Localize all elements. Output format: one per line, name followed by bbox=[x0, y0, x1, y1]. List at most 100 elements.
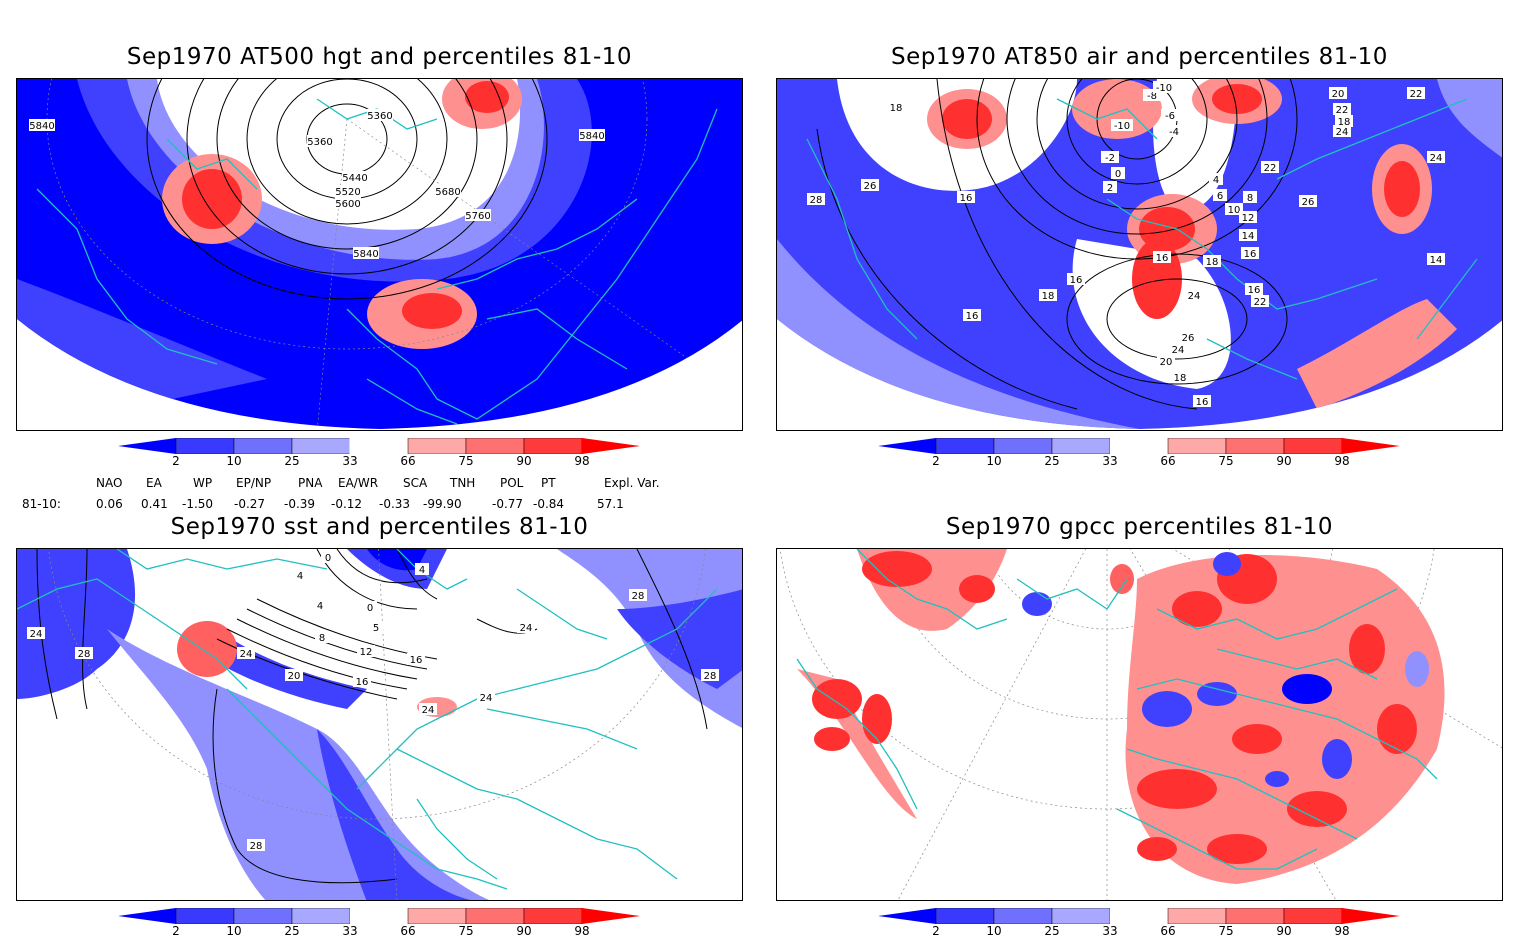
colorbar-label: 98 bbox=[574, 454, 590, 468]
svg-text:16: 16 bbox=[356, 677, 369, 688]
svg-text:5680: 5680 bbox=[435, 187, 460, 198]
contour-label: 5840 bbox=[29, 119, 55, 132]
svg-text:26: 26 bbox=[864, 181, 877, 192]
colorbar-label: 25 bbox=[1044, 454, 1060, 468]
contour-label: 5440 bbox=[342, 171, 368, 184]
svg-text:22: 22 bbox=[1264, 163, 1277, 174]
contour-label: 4 bbox=[313, 599, 327, 612]
svg-text:16: 16 bbox=[1070, 275, 1083, 286]
contour-label: 20 bbox=[1329, 87, 1347, 100]
colorbar-label: 98 bbox=[1334, 454, 1350, 468]
contour-label: 5360 bbox=[307, 135, 333, 148]
svg-text:16: 16 bbox=[960, 193, 973, 204]
svg-text:8: 8 bbox=[319, 633, 325, 644]
contour-label: 12 bbox=[1239, 211, 1257, 224]
contour-label: 28 bbox=[701, 669, 719, 682]
colorbar-label: 75 bbox=[458, 924, 474, 938]
colorbar-label: 90 bbox=[1276, 454, 1292, 468]
contour-label: 16 bbox=[407, 653, 425, 666]
svg-text:28: 28 bbox=[78, 649, 91, 660]
svg-text:24: 24 bbox=[422, 705, 435, 716]
svg-text:5760: 5760 bbox=[465, 211, 490, 222]
contour-label: 5840 bbox=[353, 247, 379, 260]
svg-text:16: 16 bbox=[410, 655, 423, 666]
svg-text:-4: -4 bbox=[1169, 127, 1179, 138]
contour-label: 24 bbox=[27, 627, 45, 640]
svg-text:-6: -6 bbox=[1165, 111, 1175, 122]
svg-text:20: 20 bbox=[1332, 89, 1345, 100]
colorbar-label: 90 bbox=[516, 924, 532, 938]
svg-text:16: 16 bbox=[1156, 253, 1169, 264]
svg-text:5600: 5600 bbox=[335, 199, 360, 210]
contour-label: 2 bbox=[1103, 181, 1117, 194]
index-header: WP bbox=[193, 476, 213, 490]
index-value: 57.1 bbox=[597, 497, 624, 511]
colorbar-label: 25 bbox=[284, 924, 300, 938]
index-value: -0.39 bbox=[284, 497, 316, 511]
index-header: EA bbox=[146, 476, 162, 490]
contour-label: 5680 bbox=[435, 185, 461, 198]
index-header: EA/WR bbox=[338, 476, 379, 490]
colorbar-air: 2 10 25 33 66 75 90 98 bbox=[878, 437, 1438, 472]
colorbar-label: 90 bbox=[516, 454, 532, 468]
contour-label: 4 bbox=[293, 569, 307, 582]
contour-label: 24 bbox=[419, 703, 437, 716]
contour-label: 26 bbox=[1299, 195, 1317, 208]
colorbar-label: 33 bbox=[342, 454, 358, 468]
index-value: -0.12 bbox=[331, 497, 363, 511]
svg-text:18: 18 bbox=[890, 103, 903, 114]
indices-value-row: 81-10: 0.06 0.41 -1.50 -0.27 -0.39 -0.12… bbox=[0, 497, 760, 513]
colorbar-label: 98 bbox=[574, 924, 590, 938]
index-value: -0.77 bbox=[492, 497, 524, 511]
svg-text:5360: 5360 bbox=[367, 111, 392, 122]
svg-text:4: 4 bbox=[419, 565, 425, 576]
colorbar-label: 75 bbox=[458, 454, 474, 468]
indices-row-label: 81-10: bbox=[22, 497, 61, 511]
contour-label: 28 bbox=[807, 193, 825, 206]
svg-text:8: 8 bbox=[1247, 193, 1253, 204]
contour-label: 26 bbox=[861, 179, 879, 192]
contour-label: 24 bbox=[237, 647, 255, 660]
index-value: -1.50 bbox=[182, 497, 214, 511]
svg-text:24: 24 bbox=[520, 623, 533, 634]
panel-title-hgt: Sep1970 AT500 hgt and percentiles 81-10 bbox=[126, 44, 633, 70]
colorbar-label: 90 bbox=[1276, 924, 1292, 938]
contour-label: 5760 bbox=[465, 209, 491, 222]
panel-title-sst: Sep1970 sst and percentiles 81-10 bbox=[170, 514, 589, 540]
colorbar-label: 66 bbox=[1160, 924, 1176, 938]
map-panel-air: 18 -8 -10 -6 -10 -4 -2 0 2 4 6 8 10 12 1… bbox=[776, 78, 1503, 431]
colorbar-label: 10 bbox=[226, 454, 242, 468]
contour-label: 8 bbox=[1243, 191, 1257, 204]
svg-text:16: 16 bbox=[1248, 285, 1261, 296]
svg-text:6: 6 bbox=[1217, 191, 1223, 202]
contour-label: 16 bbox=[1241, 247, 1259, 260]
svg-text:4: 4 bbox=[297, 571, 303, 582]
svg-text:28: 28 bbox=[810, 195, 823, 206]
svg-text:5520: 5520 bbox=[335, 187, 360, 198]
colorbar-label: 66 bbox=[400, 924, 416, 938]
svg-text:24: 24 bbox=[480, 693, 493, 704]
indices-header-row: NAO EA WP EP/NP PNA EA/WR SCA TNH POL PT… bbox=[0, 476, 760, 492]
contour-label: 16 bbox=[1153, 251, 1171, 264]
colorbar-label: 10 bbox=[986, 924, 1002, 938]
contour-label: 6 bbox=[1213, 189, 1227, 202]
svg-text:5840: 5840 bbox=[579, 131, 604, 142]
contour-label: 22 bbox=[1333, 103, 1351, 116]
contour-label: -4 bbox=[1165, 125, 1183, 138]
contour-label: 5840 bbox=[579, 129, 605, 142]
contour-label: 18 bbox=[887, 101, 905, 114]
svg-text:-10: -10 bbox=[1114, 121, 1130, 132]
svg-text:22: 22 bbox=[1410, 89, 1423, 100]
contour-label: 16 bbox=[1245, 283, 1263, 296]
svg-text:5440: 5440 bbox=[342, 173, 367, 184]
svg-text:5360: 5360 bbox=[307, 137, 332, 148]
map-panel-sst: 24 28 0 4 4 0 4 8 5 12 16 16 20 24 24 24… bbox=[16, 548, 743, 901]
contour-label: 5600 bbox=[335, 197, 361, 210]
contour-label: 0 bbox=[321, 551, 335, 564]
panel-title-gpcc: Sep1970 gpcc percentiles 81-10 bbox=[945, 514, 1334, 540]
colorbar-label: 66 bbox=[1160, 454, 1176, 468]
svg-text:18: 18 bbox=[1338, 117, 1351, 128]
contour-label: 28 bbox=[75, 647, 93, 660]
svg-text:26: 26 bbox=[1302, 197, 1315, 208]
contour-label: 5 bbox=[369, 621, 383, 634]
